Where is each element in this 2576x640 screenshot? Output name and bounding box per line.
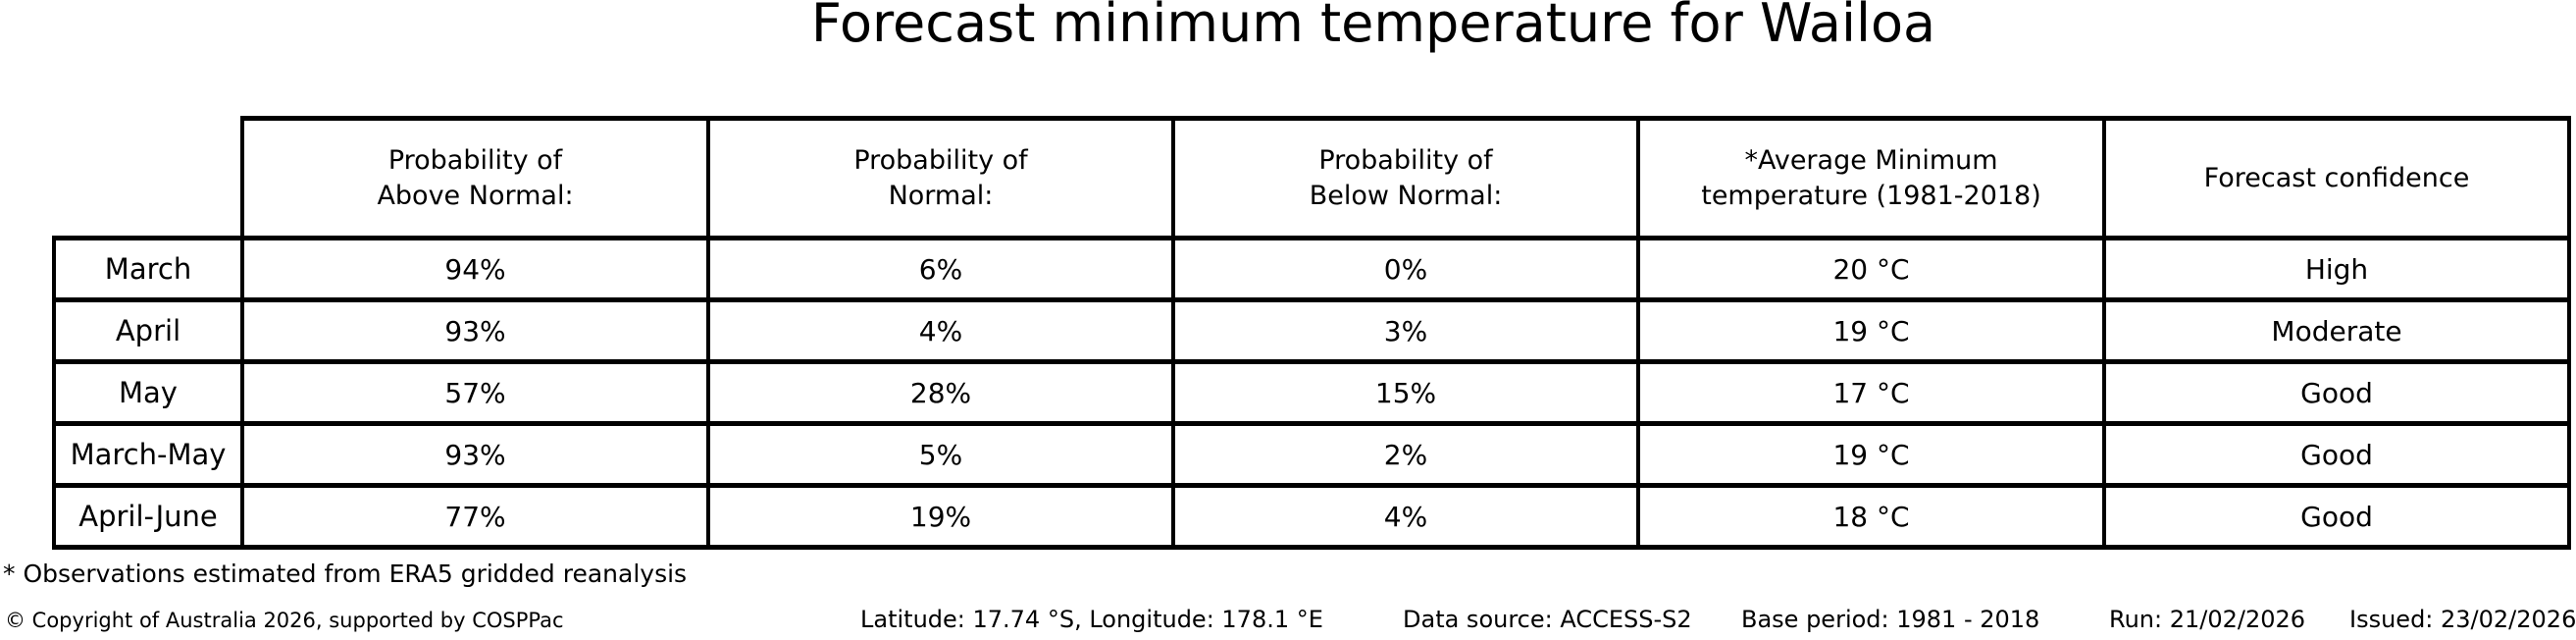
col-header-normal: Probability of Normal: [706, 116, 1175, 240]
prob-above-normal-value: 77% [240, 483, 710, 550]
prob-above-normal-value: 94% [240, 236, 710, 302]
page-title: Forecast minimum temperature for Wailoa [810, 0, 1936, 54]
period-label: April [52, 297, 244, 364]
table-row-may: May 57% 28% 15% 17 °C Good [52, 359, 2571, 426]
col-header-line: Forecast confidence [2203, 162, 2470, 193]
period-label: March [52, 236, 244, 302]
base-period: Base period: 1981 - 2018 [1741, 606, 2040, 633]
forecast-confidence-value: Moderate [2102, 297, 2571, 364]
prob-normal-value: 5% [706, 421, 1175, 488]
latitude-longitude: Latitude: 17.74 °S, Longitude: 178.1 °E [860, 606, 1323, 633]
forecast-confidence-value: Good [2102, 359, 2571, 426]
run-date: Run: 21/02/2026 [2109, 606, 2306, 633]
col-header-line: Above Normal: [377, 180, 574, 211]
period-label: April-June [52, 483, 244, 550]
col-header-line: Normal: [888, 180, 994, 211]
col-header-line: *Average Minimum [1744, 144, 1998, 176]
period-label: March-May [52, 421, 244, 488]
prob-normal-value: 6% [706, 236, 1175, 302]
table-row-april-june: April-June 77% 19% 4% 18 °C Good [52, 483, 2571, 550]
data-source: Data source: ACCESS-S2 [1403, 606, 1692, 633]
col-header-line: Probability of [1318, 144, 1493, 176]
table-corner-cell [54, 119, 242, 239]
table-row-april: April 93% 4% 3% 19 °C Moderate [52, 297, 2571, 364]
prob-normal-value: 28% [706, 359, 1175, 426]
period-label: May [52, 359, 244, 426]
col-header-average-minimum-temperature: *Average Minimum temperature (1981-2018) [1636, 116, 2106, 240]
prob-below-normal-value: 4% [1171, 483, 1640, 550]
col-header-below-normal: Probability of Below Normal: [1171, 116, 1640, 240]
prob-below-normal-value: 3% [1171, 297, 1640, 364]
prob-normal-value: 19% [706, 483, 1175, 550]
average-minimum-temperature-value: 18 °C [1636, 483, 2106, 550]
prob-below-normal-value: 15% [1171, 359, 1640, 426]
prob-above-normal-value: 93% [240, 421, 710, 488]
prob-above-normal-value: 93% [240, 297, 710, 364]
col-header-line: Probability of [387, 144, 563, 176]
prob-above-normal-value: 57% [240, 359, 710, 426]
forecast-confidence-value: High [2102, 236, 2571, 302]
col-header-line: temperature (1981-2018) [1701, 180, 2041, 211]
average-minimum-temperature-value: 17 °C [1636, 359, 2106, 426]
average-minimum-temperature-value: 19 °C [1636, 297, 2106, 364]
col-header-above-normal: Probability of Above Normal: [240, 116, 710, 240]
col-header-line: Below Normal: [1309, 180, 1503, 211]
average-minimum-temperature-value: 20 °C [1636, 236, 2106, 302]
col-header-forecast-confidence: Forecast confidence [2102, 116, 2571, 240]
prob-below-normal-value: 2% [1171, 421, 1640, 488]
forecast-confidence-value: Good [2102, 421, 2571, 488]
forecast-confidence-value: Good [2102, 483, 2571, 550]
col-header-line: Probability of [853, 144, 1028, 176]
average-minimum-temperature-value: 19 °C [1636, 421, 2106, 488]
forecast-table: Probability of Above Normal: Probability… [52, 116, 2571, 550]
copyright-note: © Copyright of Australia 2026, supported… [5, 609, 564, 632]
table-row-march-may: March-May 93% 5% 2% 19 °C Good [52, 421, 2571, 488]
issued-date: Issued: 23/02/2026 [2349, 606, 2576, 633]
prob-below-normal-value: 0% [1171, 236, 1640, 302]
prob-normal-value: 4% [706, 297, 1175, 364]
table-header-row: Probability of Above Normal: Probability… [54, 116, 2571, 240]
table-row-march: March 94% 6% 0% 20 °C High [52, 236, 2571, 302]
era5-footnote: * Observations estimated from ERA5 gridd… [3, 560, 688, 588]
